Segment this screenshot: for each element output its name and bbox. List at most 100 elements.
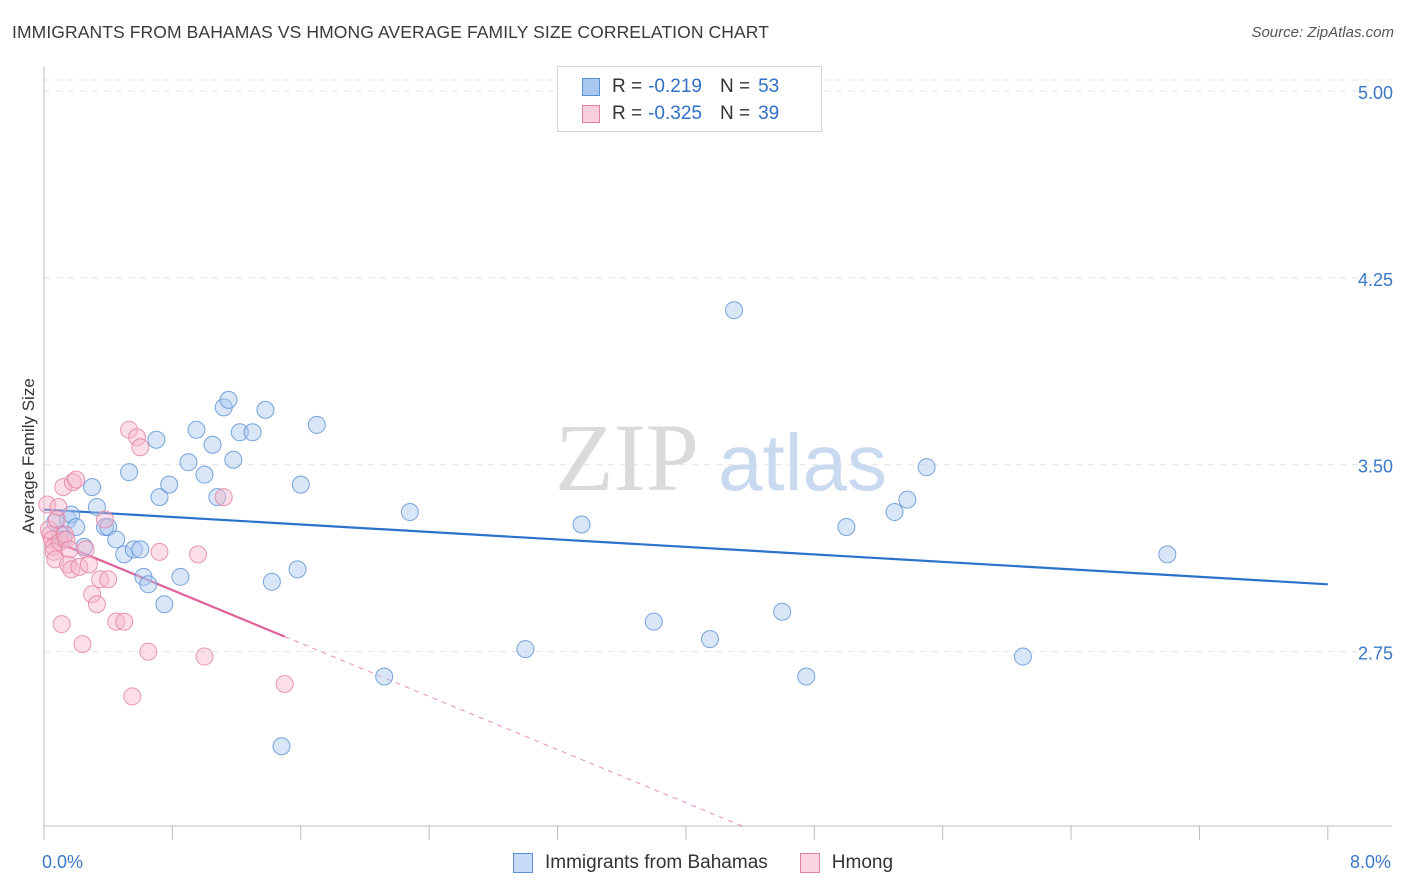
bahamas-point (1158, 545, 1177, 564)
watermark-zip: ZIP (555, 404, 699, 511)
legend-row-bahamas: R = -0.219 N = 53 (582, 73, 779, 101)
x-tick-min: 0.0% (42, 852, 84, 872)
hmong-point (44, 542, 63, 561)
y-tick-label: 4.25 (1358, 270, 1393, 290)
hmong-point (150, 542, 169, 561)
hmong-trendline (43, 535, 286, 638)
r-label: R = (612, 76, 643, 97)
bahamas-point (516, 640, 535, 659)
trend-lines (43, 508, 1328, 827)
bahamas-point (171, 567, 190, 586)
bahamas-point (147, 430, 166, 449)
bahamas-point (187, 420, 206, 439)
bahamas-point (262, 572, 281, 591)
legend-item-bahamas: Immigrants from Bahamas (512, 852, 768, 874)
bahamas-point (1013, 647, 1032, 666)
hmong-point (87, 595, 106, 614)
n-label: N = (719, 103, 751, 124)
stats-legend: R = -0.219 N = 53 R = -0.325 N = 39 (557, 66, 822, 132)
hmong-point (189, 545, 208, 564)
bahamas-point (131, 540, 150, 559)
bahamas-point (885, 503, 904, 522)
grid-lines (44, 79, 1392, 653)
hmong-point (128, 428, 147, 447)
bahamas-point (139, 575, 158, 594)
bahamas-trendline (43, 508, 1328, 586)
hmong-point (49, 498, 68, 517)
data-points (38, 301, 1177, 756)
bahamas-point (400, 503, 419, 522)
legend-label-hmong: Hmong (831, 852, 894, 873)
hmong-point (57, 530, 76, 549)
hmong-point (195, 647, 214, 666)
bahamas-point (725, 301, 744, 320)
bahamas-point (155, 595, 174, 614)
legend-swatch-blue (512, 853, 533, 873)
hmong-point (99, 570, 118, 589)
bahamas-point (150, 488, 169, 507)
hmong-point (76, 540, 95, 559)
axes (43, 66, 1392, 840)
legend-label-bahamas: Immigrants from Bahamas (544, 852, 768, 873)
legend-item-hmong: Hmong (799, 852, 894, 874)
hmong-point (60, 540, 79, 559)
y-tick-label: 3.50 (1358, 457, 1393, 477)
bahamas-point (272, 737, 291, 756)
bahamas-point (179, 453, 198, 472)
bahamas-point (291, 475, 310, 494)
bahamas-point (120, 463, 139, 482)
bahamas-point (773, 602, 792, 621)
n-value: 53 (758, 76, 780, 97)
r-label: R = (612, 103, 643, 124)
bahamas-point (837, 517, 856, 536)
bahamas-point (917, 458, 936, 477)
hmong-point (115, 612, 134, 631)
hmong-point (131, 438, 150, 457)
hmong-point (63, 473, 82, 492)
bahamas-point (243, 423, 262, 442)
r-value: -0.325 (648, 103, 702, 124)
bahamas-point (115, 545, 134, 564)
bahamas-point (195, 465, 214, 484)
hmong-point (139, 642, 158, 661)
x-tick-max: 8.0% (1350, 852, 1392, 872)
bahamas-point (83, 478, 102, 497)
hmong-point (83, 585, 102, 604)
bahamas-point (67, 517, 86, 536)
legend-swatch-pink (799, 853, 820, 873)
r-value: -0.219 (648, 76, 702, 97)
n-label: N = (719, 76, 751, 97)
bahamas-point (256, 400, 275, 419)
bahamas-point (797, 667, 816, 686)
bahamas-point (898, 490, 917, 509)
bahamas-point (307, 415, 326, 434)
hmong-point (214, 488, 233, 507)
bahamas-point (219, 390, 238, 409)
source-label: Source: ZipAtlas.com (1251, 24, 1394, 41)
bahamas-point (572, 515, 591, 534)
hmong-trendline-extension (284, 636, 743, 827)
hmong-point (95, 510, 114, 529)
bahamas-point (230, 423, 249, 442)
y-tick-label: 5.00 (1358, 83, 1393, 103)
bahamas-point (288, 560, 307, 579)
hmong-point (123, 687, 142, 706)
chart-title: IMMIGRANTS FROM BAHAMAS VS HMONG AVERAGE… (12, 22, 770, 42)
bahamas-point (208, 488, 227, 507)
hmong-point (67, 470, 86, 489)
bahamas-point (375, 667, 394, 686)
hmong-point (59, 555, 78, 574)
bahamas-point (160, 475, 179, 494)
hmong-point (52, 615, 71, 634)
bahamas-point (224, 450, 243, 469)
hmong-point (79, 555, 98, 574)
bahamas-point (107, 530, 126, 549)
bahamas-point (124, 540, 143, 559)
legend-swatch-pink (582, 105, 600, 123)
hmong-point (275, 674, 294, 693)
bahamas-point (644, 612, 663, 631)
watermark-atlas: atlas (718, 418, 887, 507)
n-value: 39 (758, 103, 780, 124)
y-tick-label: 2.75 (1358, 644, 1393, 664)
